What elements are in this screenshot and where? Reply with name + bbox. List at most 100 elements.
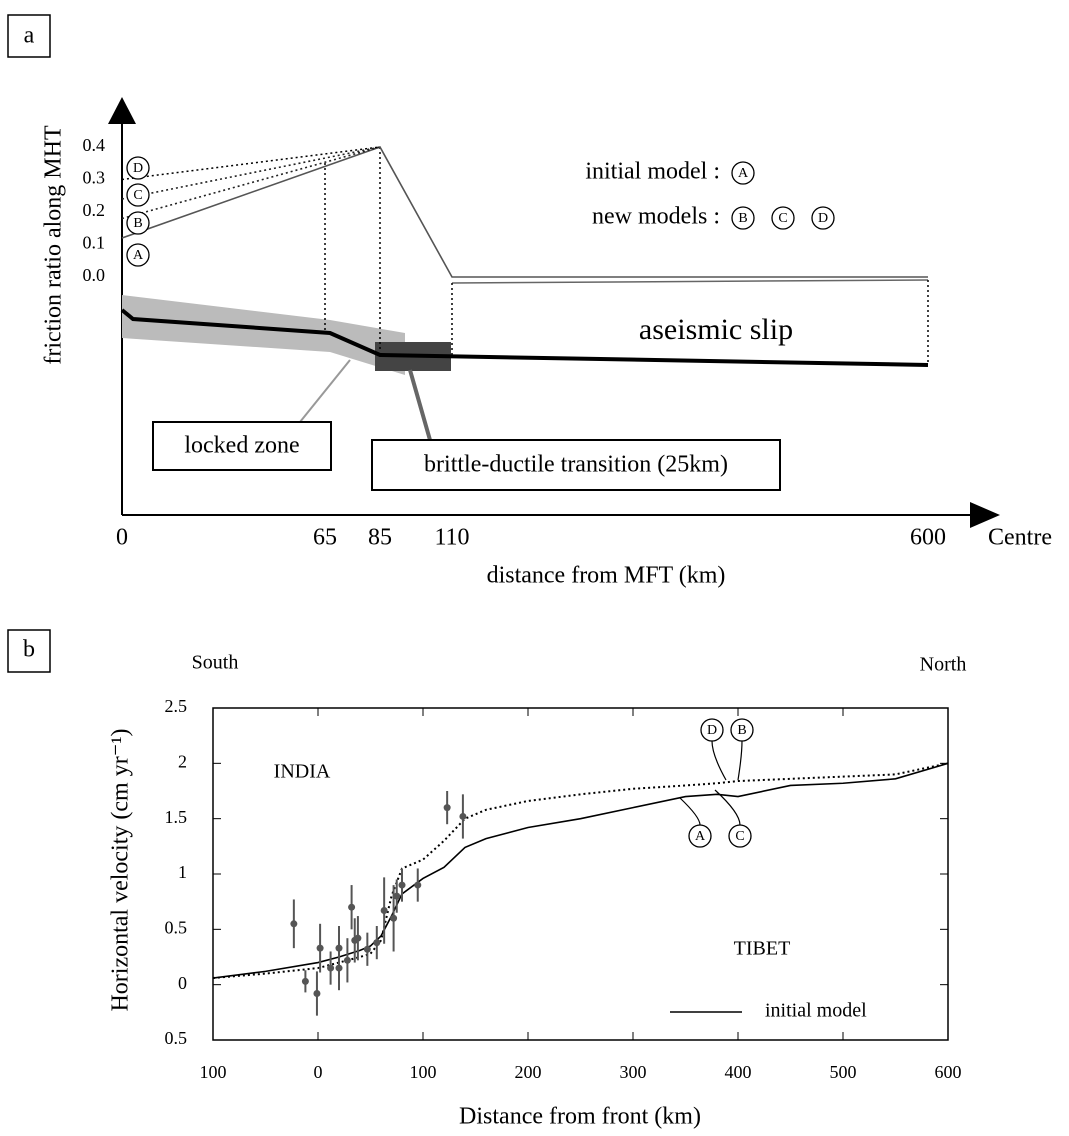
data-point (335, 944, 343, 952)
data-point (343, 956, 351, 964)
y-tick-label: 0 (178, 973, 187, 993)
x-tick-label: 0 (314, 1062, 323, 1082)
drop-lines (324, 147, 929, 365)
x-end-label: Centre (988, 525, 1052, 551)
data-point (393, 892, 401, 900)
data-point (363, 945, 371, 953)
y-tick-label: 0.2 (83, 200, 106, 220)
label-circle (126, 156, 150, 180)
data-point (443, 804, 451, 812)
label-circle (126, 183, 150, 207)
curve-label: D (707, 723, 717, 738)
data-point (301, 977, 309, 985)
panel-label: b (23, 637, 35, 663)
x-tick-label: 300 (620, 1062, 647, 1082)
leader (711, 740, 727, 781)
data-point (459, 812, 467, 820)
friction-line (121, 146, 381, 220)
curve-label: B (737, 723, 746, 738)
panel-label-box (7, 629, 51, 673)
pointer (408, 369, 432, 441)
data-point (398, 881, 406, 889)
x-tick-label: 500 (830, 1062, 857, 1082)
y-tick-label: 0.5 (165, 917, 188, 937)
fault (120, 308, 929, 367)
data-point (390, 914, 398, 922)
x-tick-label: 0 (116, 525, 128, 551)
curve-label: A (695, 829, 706, 844)
label-circle (771, 206, 795, 230)
curve-label: C (778, 211, 787, 226)
legend-text: new models : (592, 204, 720, 230)
label-circle (731, 206, 755, 230)
x-tick-label: 85 (368, 525, 392, 551)
y-tick-label: 0.4 (83, 135, 106, 155)
data-point (373, 939, 381, 947)
annotation: aseismic slip (639, 313, 793, 346)
data-point (327, 964, 335, 972)
x-axis-title: distance from MFT (km) (487, 563, 726, 589)
y-tick-label: 1 (178, 862, 187, 882)
curve-label: B (738, 211, 747, 226)
leader (679, 797, 701, 826)
annotation: locked zone (184, 433, 299, 459)
annotation: INDIA (274, 761, 331, 783)
data-point (290, 920, 298, 928)
y-axis-title: friction ratio along MHT (41, 125, 67, 365)
curve-label: B (133, 216, 142, 231)
x-tick-label: 100 (200, 1062, 227, 1082)
annotation: North (920, 654, 967, 676)
velocity-line (212, 762, 949, 980)
y-tick-label: 2.5 (165, 696, 188, 716)
annotation: South (192, 652, 239, 674)
label-box (152, 421, 332, 471)
friction-line (121, 146, 928, 278)
annotation: brittle-ductile transition (25km) (424, 452, 728, 478)
label-circle (126, 243, 150, 267)
curve-label: A (738, 166, 749, 181)
curve-label: C (735, 829, 744, 844)
curve-label: D (818, 211, 828, 226)
y-tick-label: 0.5 (165, 1028, 188, 1048)
label-box (371, 439, 781, 491)
y-axis-title: Horizontal velocity (cm yr⁻¹) (108, 728, 134, 1011)
data-point (313, 990, 321, 998)
y-tick-label: 2 (178, 751, 187, 771)
label-circle (811, 206, 835, 230)
label-circle (728, 824, 752, 848)
x-tick-label: 600 (935, 1062, 962, 1082)
x-tick-label: 110 (434, 525, 469, 551)
x-arrow (970, 502, 1000, 528)
curve-label: D (133, 161, 143, 176)
friction-line (121, 146, 381, 181)
y-arrow (108, 97, 136, 124)
leader (714, 789, 741, 826)
x-tick-label: 200 (515, 1062, 542, 1082)
data-point (348, 903, 356, 911)
data-point (354, 934, 362, 942)
label-circle (126, 211, 150, 235)
legend-text: initial model : (585, 159, 720, 185)
data-point (316, 944, 324, 952)
y-tick-label: 0.1 (83, 233, 106, 253)
data-point (414, 881, 422, 889)
label-circle (688, 824, 712, 848)
panel-label-box (7, 14, 51, 58)
x-tick-label: 600 (910, 525, 946, 551)
plot-frame (212, 707, 949, 1041)
x-tick-label: 400 (725, 1062, 752, 1082)
label-circle (731, 161, 755, 185)
pointer (299, 359, 351, 423)
y-tick-label: 0.0 (83, 265, 106, 285)
friction-line (121, 146, 381, 200)
velocity-line (212, 762, 949, 979)
aseismic-top (451, 279, 929, 284)
leader (737, 740, 743, 781)
x-tick-label: 65 (313, 525, 337, 551)
locked-band (122, 295, 405, 375)
curve-label: A (133, 248, 144, 263)
y-tick-label: 0.3 (83, 168, 106, 188)
curve-label: C (133, 188, 142, 203)
